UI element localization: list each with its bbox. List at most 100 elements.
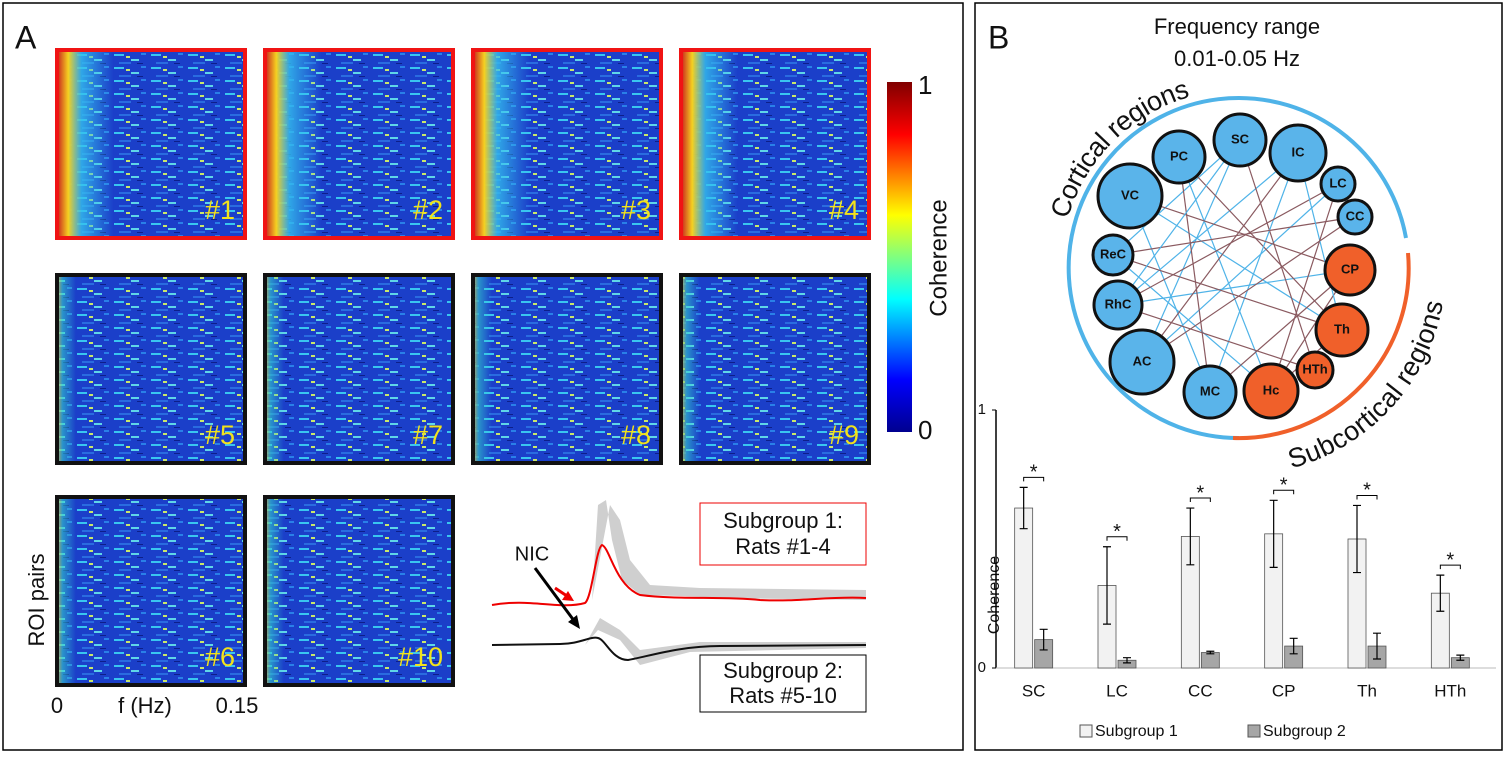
network-node: [1151, 129, 1207, 185]
subgroup-label: Subgroup 2:: [723, 658, 843, 683]
significance-bracket: [1189, 497, 1211, 503]
x-tick-label: CP: [1272, 681, 1296, 700]
legend-label: Subgroup 2: [1263, 723, 1346, 740]
network-edge: [1117, 183, 1339, 306]
network: PC SC IC LC CC VC ReC RhC AC MC Hc HTh Th CP: [1091, 112, 1377, 420]
node-label: Hc: [1263, 382, 1280, 397]
network-edge: [1209, 152, 1299, 393]
significance-label: *: [1030, 462, 1038, 484]
bar: [1200, 652, 1220, 669]
error-bar: [1353, 504, 1361, 574]
network-edge: [1112, 216, 1356, 256]
panel-title: 0.01-0.05 Hz: [1174, 46, 1300, 71]
network-node: [1092, 279, 1144, 331]
network-edge: [1178, 156, 1211, 393]
panel-label: B: [988, 19, 1009, 55]
significance-bracket: [1106, 536, 1128, 541]
y-tick-label: 1: [978, 401, 986, 418]
heatmap-frame: [679, 48, 871, 240]
heatmap-edge: [57, 497, 245, 685]
cortical-arc: [1066, 96, 1408, 440]
colorbar: [887, 82, 912, 432]
subcortical-arc: [1232, 252, 1411, 441]
network-edge: [1129, 195, 1343, 331]
traces: [491, 500, 867, 713]
network-edge: [1239, 139, 1316, 371]
network-edge: [1178, 156, 1343, 331]
node-label: CP: [1341, 261, 1359, 276]
heatmap-frame: [263, 273, 455, 465]
panel-frame: [974, 2, 1503, 751]
error-bar: [1123, 657, 1131, 664]
y-tick-label: 0: [978, 659, 986, 676]
x-tick-label: 0: [51, 693, 63, 718]
node-label: HTh: [1302, 361, 1327, 376]
network-node: [1242, 362, 1300, 420]
significance-label: *: [1280, 475, 1288, 497]
network-edge: [1141, 183, 1339, 363]
error-bar: [1373, 632, 1381, 660]
heatmap-frame: [471, 48, 663, 240]
network-edge: [1112, 139, 1241, 256]
heatmap-label: #8: [621, 420, 651, 450]
x-tick-label: 0.15: [216, 693, 259, 718]
error-bar: [1039, 628, 1048, 651]
heatmap-frame: [55, 273, 247, 465]
network-edge: [1117, 269, 1351, 306]
heatmap-label: #10: [398, 642, 443, 672]
legend-label: Subgroup 1: [1095, 723, 1178, 740]
heatmap-edge: [473, 275, 661, 463]
network-node: [1182, 364, 1238, 420]
significance-bracket: [1439, 564, 1461, 570]
bar: [1014, 507, 1034, 669]
network-node: [1091, 233, 1135, 277]
network-edge: [1112, 254, 1272, 392]
error-bar: [1269, 499, 1278, 568]
colorbar-tick-label: 0: [918, 415, 932, 445]
heatmap-edge: [265, 497, 453, 685]
node-label: Th: [1334, 321, 1350, 336]
x-tick-label: Th: [1357, 681, 1377, 700]
network-edge: [1117, 304, 1316, 371]
heatmap-frame: [55, 495, 247, 687]
error-bar: [1019, 486, 1028, 530]
heatmap-label: #5: [205, 420, 235, 450]
x-axis-label: f (Hz): [118, 693, 172, 718]
heatmap-edge: [681, 275, 869, 463]
network-edge: [1209, 269, 1351, 393]
heatmap-label: #1: [205, 195, 235, 225]
heatmap-label: #7: [413, 420, 443, 450]
legend-swatch: [1079, 724, 1093, 738]
error-bar: [1289, 637, 1298, 655]
network-edge: [1141, 152, 1299, 363]
network-node: [1295, 350, 1335, 390]
error-bar: [1186, 507, 1195, 566]
network-edge: [1270, 183, 1339, 392]
heatmap-edge: [265, 275, 453, 463]
heatmap-edge: [265, 50, 453, 238]
node-label: MC: [1200, 383, 1221, 398]
network-edge: [1112, 254, 1343, 331]
heatmap-label: #6: [205, 642, 235, 672]
panel-title: Frequency range: [1154, 14, 1320, 39]
legend-swatch: [1247, 724, 1261, 738]
node-label: CC: [1346, 208, 1365, 223]
network-edge: [1117, 139, 1241, 306]
heatmap-edge: [57, 275, 245, 463]
y-axis-label: Coherence: [986, 556, 1003, 634]
network-node: [1319, 165, 1357, 203]
node-label: RhC: [1105, 296, 1132, 311]
heatmap-label: #4: [829, 195, 859, 225]
heatmap-label: #9: [829, 420, 859, 450]
heatmap-frame: [55, 48, 247, 240]
network-edge: [1117, 152, 1299, 306]
significance-label: *: [1363, 480, 1371, 502]
node-label: ReC: [1100, 246, 1127, 261]
trace-label: NIC: [515, 543, 549, 565]
heatmap-frame: [263, 48, 455, 240]
significance-label: *: [1446, 549, 1454, 571]
network-node: [1268, 123, 1328, 183]
node-label: VC: [1121, 187, 1140, 202]
